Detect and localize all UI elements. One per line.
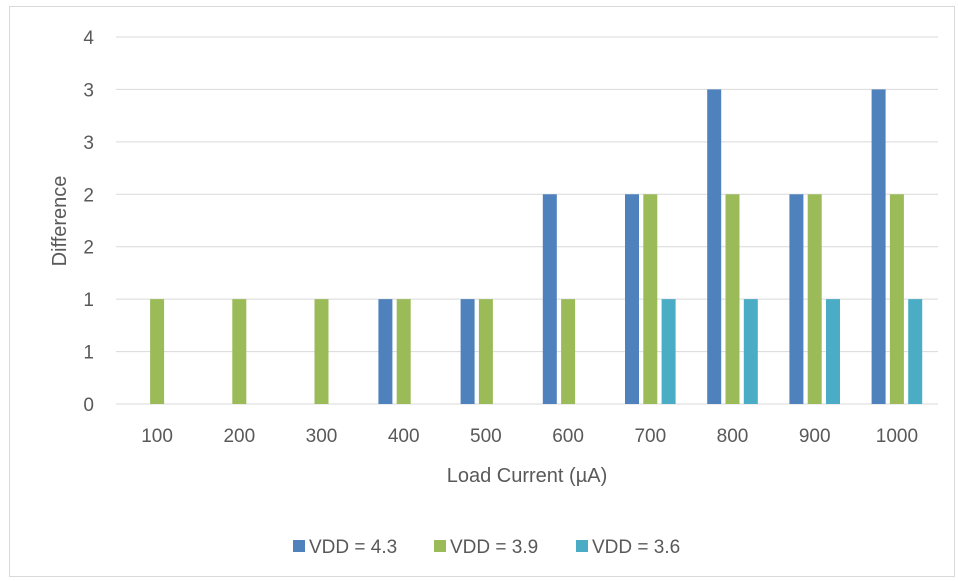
x-tick-label: 900 — [799, 426, 831, 447]
bar — [789, 194, 804, 404]
legend-swatch — [434, 540, 446, 552]
y-tick-label: 1 — [83, 343, 94, 364]
y-tick-label: 1 — [83, 290, 94, 311]
bar — [826, 299, 840, 404]
x-tick-label: 300 — [306, 426, 338, 447]
bar — [725, 194, 740, 404]
x-tick-label: 600 — [552, 426, 584, 447]
bar — [743, 299, 758, 404]
x-tick-label: 800 — [717, 426, 749, 447]
x-tick-label: 1000 — [876, 426, 918, 447]
x-tick-label: 400 — [388, 426, 420, 447]
y-tick-label: 3 — [83, 80, 94, 101]
y-tick-label: 4 — [83, 28, 94, 49]
y-axis-title: Difference — [49, 176, 71, 267]
bar — [625, 194, 639, 404]
legend-swatch — [293, 540, 305, 552]
bar — [889, 194, 904, 404]
bar — [807, 194, 822, 404]
bar — [908, 299, 923, 404]
y-tick-label: 2 — [83, 238, 94, 259]
bar — [396, 299, 411, 404]
legend-swatch — [576, 540, 588, 552]
y-tick-label: 0 — [83, 395, 94, 416]
x-tick-label: 100 — [141, 426, 173, 447]
y-axis-ticks: 0 1 1 2 2 3 3 4 — [83, 28, 94, 416]
x-axis-title: Load Current (µA) — [447, 465, 607, 487]
y-tick-label: 3 — [83, 133, 94, 154]
x-axis-ticks: 100 200 300 400 500 600 700 800 900 1000 — [141, 426, 918, 447]
bar — [707, 89, 722, 404]
bar — [232, 299, 247, 404]
y-tick-label: 2 — [83, 185, 94, 206]
x-tick-label: 200 — [223, 426, 255, 447]
bar — [542, 194, 557, 404]
legend-label: VDD = 3.6 — [592, 537, 680, 558]
legend-label: VDD = 3.9 — [450, 537, 538, 558]
bar — [314, 299, 329, 404]
bar — [643, 194, 658, 404]
legend-label: VDD = 4.3 — [309, 537, 397, 558]
x-tick-label: 500 — [470, 426, 502, 447]
bar — [378, 299, 393, 404]
bar — [150, 299, 165, 404]
bars — [150, 89, 923, 404]
bar — [478, 299, 493, 404]
bar — [460, 299, 475, 404]
legend: VDD = 4.3 VDD = 3.9 VDD = 3.6 — [293, 537, 680, 558]
bar — [871, 89, 886, 404]
bar — [661, 299, 676, 404]
bar — [561, 299, 576, 404]
x-tick-label: 700 — [634, 426, 666, 447]
